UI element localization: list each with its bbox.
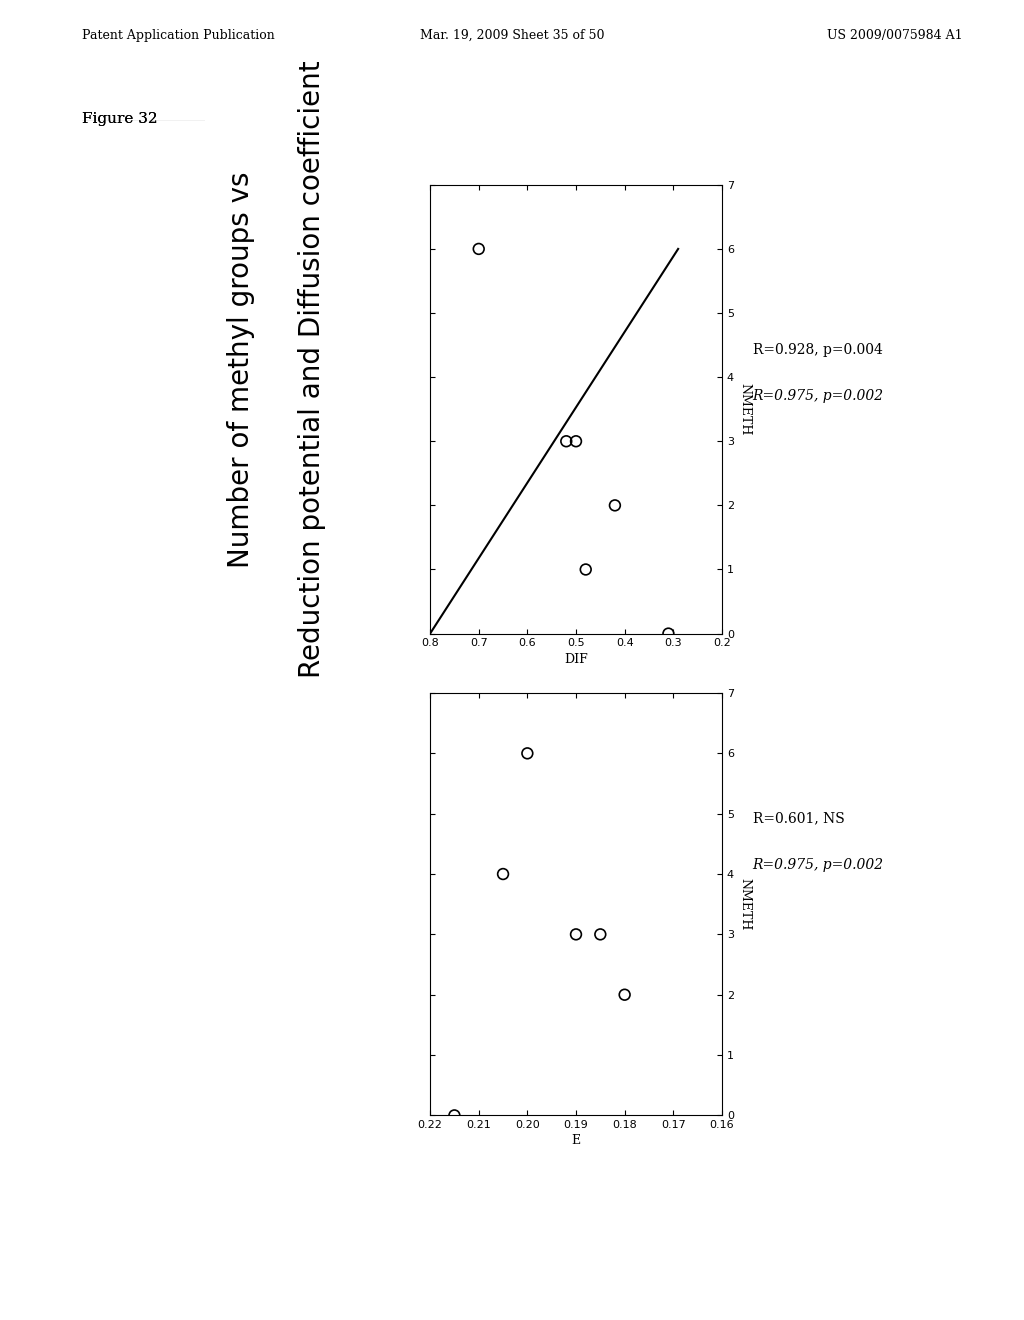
Text: R=0.601, NS: R=0.601, NS	[753, 812, 845, 825]
Point	[567, 430, 584, 451]
Text: R=0.975, p=0.002: R=0.975, p=0.002	[753, 858, 884, 871]
Point	[446, 1105, 463, 1126]
Text: US 2009/0075984 A1: US 2009/0075984 A1	[827, 29, 963, 42]
Text: Mar. 19, 2009 Sheet 35 of 50: Mar. 19, 2009 Sheet 35 of 50	[420, 29, 604, 42]
Point	[578, 558, 594, 579]
Text: Patent Application Publication: Patent Application Publication	[82, 29, 274, 42]
Text: Reduction potential and Diffusion coefficient: Reduction potential and Diffusion coeffi…	[298, 61, 327, 678]
Point	[616, 985, 633, 1006]
Y-axis label: NMETH: NMETH	[738, 383, 751, 436]
Point	[592, 924, 608, 945]
Y-axis label: NMETH: NMETH	[738, 878, 751, 931]
Point	[606, 495, 623, 516]
Text: Figure 32: Figure 32	[82, 112, 158, 127]
Point	[567, 924, 584, 945]
Text: R=0.928, p=0.004: R=0.928, p=0.004	[753, 343, 883, 356]
Point	[471, 239, 487, 260]
Point	[558, 430, 574, 451]
X-axis label: E: E	[571, 1134, 581, 1147]
Text: Number of methyl groups vs: Number of methyl groups vs	[226, 172, 255, 568]
Text: Figure 32: Figure 32	[82, 112, 158, 127]
Text: R=0.975, p=0.002: R=0.975, p=0.002	[753, 389, 884, 403]
Point	[519, 743, 536, 764]
X-axis label: DIF: DIF	[564, 652, 588, 665]
Point	[660, 623, 677, 644]
Point	[495, 863, 511, 884]
